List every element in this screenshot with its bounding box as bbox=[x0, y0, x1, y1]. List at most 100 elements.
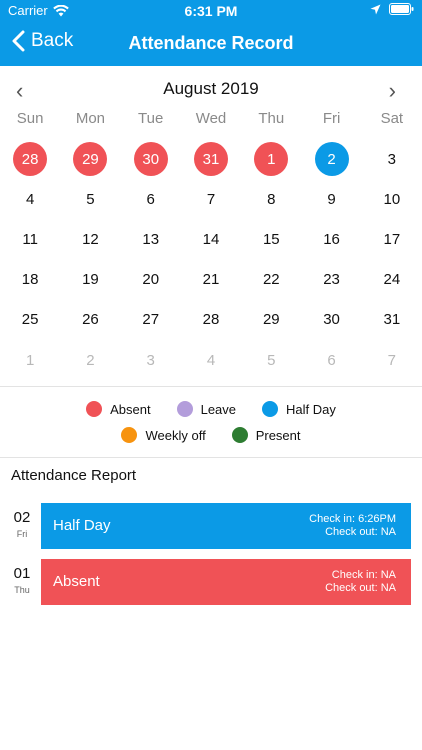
calendar-day[interactable]: 2 bbox=[60, 340, 120, 380]
calendar-day[interactable]: 24 bbox=[362, 260, 422, 300]
weekday-label: Sun bbox=[16, 110, 44, 127]
calendar-day[interactable]: 7 bbox=[181, 179, 241, 219]
calendar-day[interactable]: 6 bbox=[301, 340, 361, 380]
calendar-day-number: 15 bbox=[262, 230, 280, 248]
calendar-day-number: 31 bbox=[193, 142, 228, 177]
record-day: 01 bbox=[13, 565, 31, 582]
check-out-text: Check out: NA bbox=[325, 526, 396, 538]
calendar-day-absent[interactable]: 30 bbox=[121, 139, 181, 179]
legend-item: Half Day bbox=[262, 401, 336, 417]
record-times: Check in: NA Check out: NA bbox=[325, 569, 396, 595]
calendar-day[interactable]: 18 bbox=[0, 260, 60, 300]
wifi-icon bbox=[52, 4, 69, 16]
calendar-day[interactable]: 14 bbox=[181, 219, 241, 259]
calendar-day-number: 4 bbox=[25, 190, 35, 208]
calendar-day[interactable]: 3 bbox=[362, 139, 422, 179]
calendar-day-absent[interactable]: 28 bbox=[0, 139, 60, 179]
calendar-day-number: 2 bbox=[86, 351, 95, 369]
calendar-day-number: 19 bbox=[82, 271, 99, 289]
calendar-day-number: 11 bbox=[22, 230, 38, 248]
legend-row: Weekly off Present bbox=[0, 427, 422, 443]
legend-color-dot bbox=[176, 401, 193, 417]
weekday-label: Thu bbox=[258, 110, 285, 127]
weekday-label: Fri bbox=[322, 110, 341, 127]
check-in-text: Check in: 6:26PM bbox=[309, 513, 396, 525]
calendar-day[interactable]: 4 bbox=[0, 179, 60, 219]
calendar-day-number: 24 bbox=[383, 271, 401, 289]
calendar-day[interactable]: 26 bbox=[60, 300, 120, 340]
calendar-day-number: 16 bbox=[323, 230, 340, 248]
calendar-day[interactable]: 25 bbox=[0, 300, 60, 340]
weekday-label: Tue bbox=[138, 110, 164, 127]
calendar-day[interactable]: 10 bbox=[362, 179, 422, 219]
calendar-day[interactable]: 29 bbox=[241, 300, 301, 340]
calendar-day[interactable]: 5 bbox=[241, 340, 301, 380]
location-arrow-icon bbox=[370, 4, 381, 14]
legend-label: Half Day bbox=[286, 401, 336, 417]
calendar-day[interactable]: 3 bbox=[121, 340, 181, 380]
status-bar: Carrier 6:31 PM bbox=[0, 0, 422, 22]
calendar-day-absent[interactable]: 1 bbox=[241, 139, 301, 179]
previous-month-button[interactable]: ‹ bbox=[16, 78, 24, 103]
record-card-absent[interactable]: Absent Check in: NA Check out: NA bbox=[41, 559, 411, 605]
calendar-day-number: 3 bbox=[146, 351, 155, 369]
calendar-day-number: 9 bbox=[327, 190, 336, 208]
chevron-left-icon bbox=[12, 30, 25, 52]
calendar-day[interactable]: 9 bbox=[301, 179, 361, 219]
calendar-day[interactable]: 8 bbox=[241, 179, 301, 219]
calendar-day-absent[interactable]: 29 bbox=[60, 139, 120, 179]
attendance-report-title: Attendance Report bbox=[11, 467, 137, 484]
weekday-header: Sun Mon Tue Wed Thu Fri Sat bbox=[0, 110, 422, 127]
calendar-day[interactable]: 6 bbox=[121, 179, 181, 219]
legend-color-dot bbox=[231, 427, 248, 443]
calendar-day-number: 1 bbox=[254, 142, 289, 177]
calendar-day-number: 10 bbox=[383, 190, 401, 208]
record-date: 01 Thu bbox=[0, 565, 44, 595]
calendar-day-number: 29 bbox=[262, 311, 280, 329]
status-legend: Absent Leave Half Day Weekly off Present bbox=[0, 386, 422, 458]
calendar-day[interactable]: 15 bbox=[241, 219, 301, 259]
legend-label: Absent bbox=[110, 401, 151, 417]
calendar-day[interactable]: 11 bbox=[0, 219, 60, 259]
calendar-day-absent[interactable]: 31 bbox=[181, 139, 241, 179]
calendar-day-number: 22 bbox=[262, 271, 280, 289]
calendar-day[interactable]: 23 bbox=[301, 260, 361, 300]
calendar-day-number: 14 bbox=[202, 230, 220, 248]
calendar-day[interactable]: 30 bbox=[301, 300, 361, 340]
calendar-day[interactable]: 31 bbox=[362, 300, 422, 340]
calendar-day[interactable]: 16 bbox=[301, 219, 361, 259]
status-icons bbox=[370, 3, 414, 15]
calendar-day-halfday[interactable]: 2 bbox=[301, 139, 361, 179]
calendar-day[interactable]: 21 bbox=[181, 260, 241, 300]
calendar-day[interactable]: 4 bbox=[181, 340, 241, 380]
calendar-day[interactable]: 20 bbox=[121, 260, 181, 300]
legend-label: Weekly off bbox=[145, 427, 206, 443]
back-label: Back bbox=[31, 30, 74, 51]
calendar-day[interactable]: 13 bbox=[121, 219, 181, 259]
calendar-day[interactable]: 22 bbox=[241, 260, 301, 300]
carrier-label: Carrier bbox=[8, 3, 48, 18]
calendar-day-number: 23 bbox=[323, 271, 340, 289]
calendar-day-number: 29 bbox=[73, 142, 108, 177]
calendar-day[interactable]: 19 bbox=[60, 260, 120, 300]
calendar-month-title: August 2019 bbox=[163, 79, 259, 98]
attendance-record: 02 Fri Half Day Check in: 6:26PM Check o… bbox=[0, 503, 422, 549]
legend-label: Present bbox=[255, 427, 301, 443]
weekday-label: Wed bbox=[195, 110, 227, 127]
calendar-day[interactable]: 5 bbox=[60, 179, 120, 219]
legend-item: Absent bbox=[86, 401, 151, 417]
calendar-day[interactable]: 27 bbox=[121, 300, 181, 340]
calendar-days-grid: 28 29 30 31 1 2 3 4 5 6 7 8 9 10 11 12 13 14 15 16 17 18 19 20 2… bbox=[0, 139, 422, 380]
back-button[interactable]: Back bbox=[12, 30, 73, 52]
calendar-day-number: 12 bbox=[82, 230, 99, 248]
record-card-half-day[interactable]: Half Day Check in: 6:26PM Check out: NA bbox=[41, 503, 411, 549]
calendar-day-number: 1 bbox=[25, 351, 35, 369]
calendar-day[interactable]: 12 bbox=[60, 219, 120, 259]
next-month-button[interactable]: › bbox=[388, 78, 396, 103]
status-time: 6:31 PM bbox=[184, 3, 238, 19]
record-weekday: Thu bbox=[14, 585, 30, 595]
calendar-day[interactable]: 7 bbox=[362, 340, 422, 380]
calendar-day[interactable]: 17 bbox=[362, 219, 422, 259]
calendar-day[interactable]: 28 bbox=[181, 300, 241, 340]
calendar-day[interactable]: 1 bbox=[0, 340, 60, 380]
